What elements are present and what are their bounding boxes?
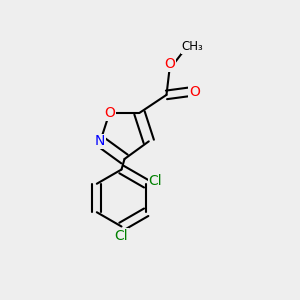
Text: Cl: Cl	[115, 229, 128, 242]
Text: N: N	[95, 134, 105, 148]
Text: O: O	[164, 57, 175, 71]
Text: CH₃: CH₃	[181, 40, 203, 53]
Text: O: O	[189, 85, 200, 99]
Text: Cl: Cl	[148, 174, 162, 188]
Text: O: O	[104, 106, 115, 120]
